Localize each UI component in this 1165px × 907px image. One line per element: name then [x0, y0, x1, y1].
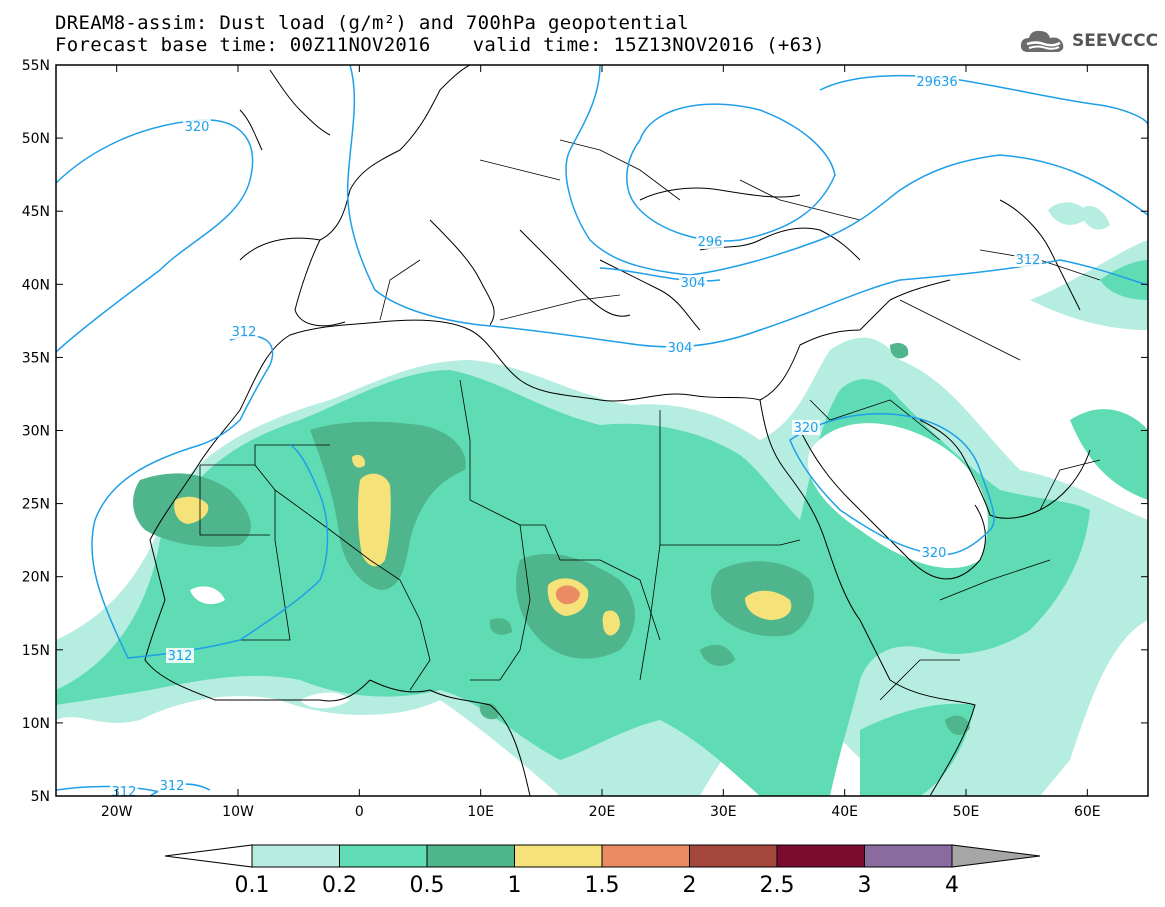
lat-label: 5N: [31, 789, 50, 805]
legend-label: 1: [508, 873, 522, 898]
legend-box: [864, 844, 953, 868]
lon-label: 10E: [467, 804, 494, 820]
lon-label: 0: [355, 804, 364, 820]
lon-label: 20E: [589, 804, 616, 820]
contour-label-bg: [183, 119, 211, 134]
contour-label: 312: [160, 779, 185, 794]
cloud-icon: [1020, 30, 1064, 52]
logo-text: SEEVCCC: [1072, 31, 1159, 51]
contour-label: 29636: [916, 75, 957, 90]
contour-label: 320: [922, 546, 947, 561]
lat-label: 10N: [22, 716, 50, 732]
legend-box: [514, 844, 603, 868]
contour-label: 320: [794, 421, 819, 436]
lat-label: 20N: [22, 570, 50, 586]
lat-label: 50N: [22, 131, 50, 147]
legend-box: [251, 844, 340, 868]
country-borders: [199, 139, 1101, 701]
lat-label: 35N: [22, 350, 50, 366]
geopotential-contours: [56, 65, 1148, 796]
legend-label: 2.5: [760, 873, 795, 898]
dust-level-1: [174, 454, 792, 636]
contour-label: 304: [668, 341, 693, 356]
contour-label-bg: [1014, 252, 1042, 267]
legend-arrow-high: [951, 844, 1041, 868]
contour-label-bg: [158, 778, 186, 793]
map-title: DREAM8-assim: Dust load (g/m²) and 700hP…: [55, 12, 689, 34]
valid-time: valid time: 15Z13NOV2016 (+63): [472, 34, 825, 56]
contour-label: 320: [185, 120, 210, 135]
seevccc-logo: SEEVCCC: [1018, 26, 1158, 56]
contour-label-bg: [696, 234, 724, 249]
contour-label-bg: [679, 275, 707, 290]
legend-label: 1.5: [585, 873, 620, 898]
lon-label: 40E: [831, 804, 858, 820]
lon-label: 20W: [101, 804, 133, 820]
lon-label: 10W: [222, 804, 254, 820]
legend-box: [689, 844, 778, 868]
legend-label: 4: [945, 873, 959, 898]
latitude-axis: 55N 50N 45N 40N 35N 30N 25N 20N 15N 10N 5N: [22, 58, 1148, 805]
legend-arrow-low: [164, 844, 253, 868]
dust-field: [56, 202, 1148, 796]
contour-label: 312: [168, 649, 193, 664]
contour-label: 304: [681, 276, 706, 291]
legend-box: [426, 844, 515, 868]
lon-label: 60E: [1074, 804, 1101, 820]
base-time: Forecast base time: 00Z11NOV2016: [55, 34, 431, 56]
legend-box: [601, 844, 690, 868]
map-subtitle: Forecast base time: 00Z11NOV2016 valid ti…: [55, 34, 825, 56]
legend-label: 0.2: [322, 873, 357, 898]
legend-label: 0.1: [235, 873, 270, 898]
contour-label-bg: [666, 340, 694, 355]
lat-label: 55N: [22, 58, 50, 74]
lat-label: 25N: [22, 497, 50, 513]
contour-label: 296: [698, 235, 723, 250]
lat-label: 40N: [22, 277, 50, 293]
legend-box: [339, 844, 428, 868]
longitude-axis: 20W 10W 0 10E 20E 30E 40E 50E 60E: [101, 65, 1101, 820]
legend-label: 3: [858, 873, 872, 898]
contour-label-bg: [792, 420, 820, 435]
contour-label: 312: [1016, 253, 1041, 268]
legend-label: 2: [683, 873, 697, 898]
legend-bar: [164, 844, 1041, 868]
lat-label: 30N: [22, 424, 50, 440]
contour-label-bg: [230, 324, 258, 339]
contour-label-bg: [920, 545, 948, 560]
contour-label-bg: [915, 74, 959, 89]
lon-label: 30E: [710, 804, 737, 820]
contour-label: 312: [232, 325, 257, 340]
legend-labels: 0.1 0.2 0.5 1 1.5 2 2.5 3 4: [235, 873, 960, 898]
coastlines: [144, 65, 1091, 796]
lat-label: 45N: [22, 204, 50, 220]
lat-label: 15N: [22, 643, 50, 659]
legend-box: [776, 844, 865, 868]
contour-label-bg: [166, 648, 194, 663]
legend-label: 0.5: [410, 873, 445, 898]
dust-level-1.5: [555, 585, 580, 605]
lon-label: 50E: [953, 804, 980, 820]
